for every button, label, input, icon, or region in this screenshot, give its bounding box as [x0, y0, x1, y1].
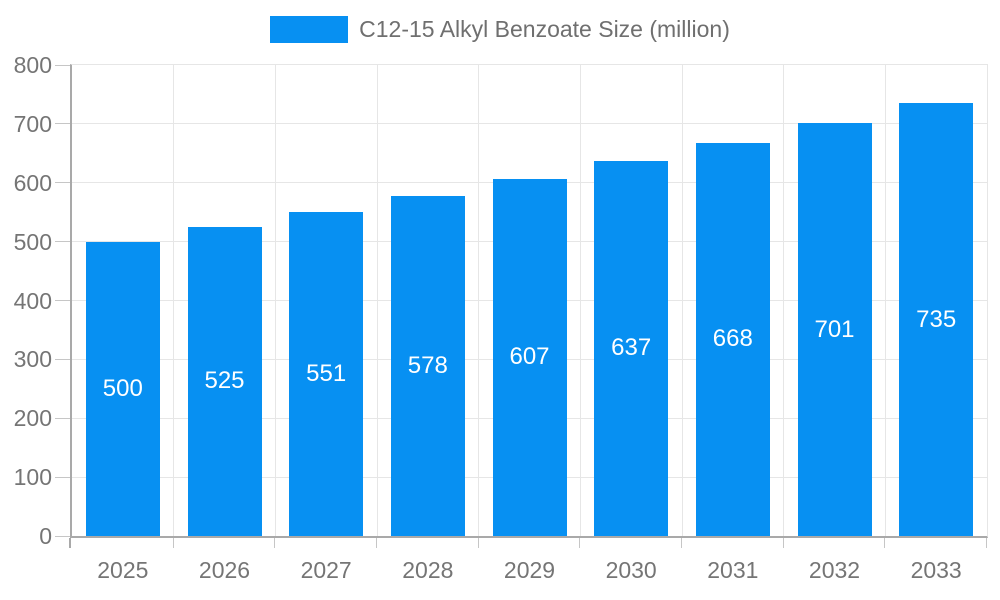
bar-value-label-2032: 701: [814, 315, 855, 343]
x-axis-label-2032: 2032: [808, 557, 861, 583]
v-gridline-8: [884, 65, 886, 536]
v-gridline-7: [783, 65, 785, 536]
y-axis-label-500: 500: [13, 228, 52, 255]
x-axis-label-2027: 2027: [300, 557, 352, 583]
bar-2026: 525: [187, 226, 262, 536]
bar-2031: 668: [695, 142, 770, 536]
y-tick-200: [55, 417, 70, 419]
y-axis-label-300: 300: [13, 346, 52, 373]
y-axis-label-0: 0: [39, 523, 52, 549]
x-axis-label-2026: 2026: [198, 557, 251, 583]
y-tick-0: [55, 535, 70, 537]
v-gridline-2: [274, 65, 276, 536]
y-axis-label-800: 800: [13, 52, 52, 78]
v-gridline-1: [173, 65, 175, 536]
x-axis-label-2033: 2033: [910, 557, 962, 583]
v-gridline-5: [579, 65, 581, 536]
bar-2027: 551: [289, 211, 364, 536]
bar-value-label-2025: 500: [102, 374, 143, 402]
plot-area: 500 525 551 578 607 637 668 701 735: [70, 64, 988, 538]
x-tick-5: [579, 538, 581, 548]
y-axis-label-600: 600: [13, 169, 52, 196]
y-axis-label-400: 400: [13, 287, 52, 314]
legend-swatch: [270, 16, 349, 43]
x-tick-2: [274, 538, 276, 548]
y-tick-700: [55, 123, 70, 125]
x-axis-label-2030: 2030: [605, 557, 657, 583]
legend[interactable]: C12-15 Alkyl Benzoate Size (million): [0, 16, 1000, 43]
bar-value-label-2029: 607: [509, 343, 550, 371]
bar-value-label-2033: 735: [916, 305, 957, 333]
x-tick-7: [782, 538, 784, 548]
bar-value-label-2026: 525: [204, 367, 245, 395]
y-axis-label-700: 700: [13, 110, 52, 137]
bar-value-label-2030: 637: [611, 334, 652, 362]
bar-value-label-2031: 668: [712, 325, 753, 353]
x-tick-6: [681, 538, 682, 548]
legend-label: C12-15 Alkyl Benzoate Size (million): [359, 16, 730, 42]
y-tick-600: [55, 182, 70, 184]
bar-2030: 637: [594, 160, 669, 536]
x-tick-1: [172, 538, 174, 548]
y-tick-100: [55, 476, 70, 478]
x-tick-4: [477, 538, 479, 548]
bar-2029: 607: [492, 178, 567, 536]
y-tick-500: [55, 241, 70, 243]
v-gridline-4: [478, 65, 480, 536]
x-tick-8: [884, 538, 886, 548]
x-tick-0: [69, 538, 71, 548]
bar-value-label-2027: 551: [306, 359, 347, 387]
x-tick-9: [986, 538, 987, 548]
x-axis-label-2025: 2025: [97, 557, 149, 583]
bar-2032: 701: [797, 123, 872, 536]
y-axis-label-200: 200: [13, 405, 52, 432]
v-gridline-3: [376, 65, 378, 536]
x-axis-label-2029: 2029: [503, 557, 556, 583]
bar-2025: 500: [85, 241, 160, 536]
y-tick-300: [55, 358, 70, 360]
x-axis-label-2028: 2028: [402, 557, 454, 583]
bar-2033: 735: [899, 103, 974, 536]
bar-value-label-2028: 578: [407, 351, 448, 379]
x-axis-label-2031: 2031: [707, 557, 759, 583]
x-tick-3: [376, 538, 377, 548]
y-axis-label-100: 100: [13, 464, 52, 491]
bar-2028: 578: [390, 195, 465, 536]
v-gridline-6: [681, 65, 683, 536]
y-tick-400: [55, 300, 70, 301]
y-tick-800: [55, 64, 70, 66]
h-gridline-700: [72, 123, 987, 125]
